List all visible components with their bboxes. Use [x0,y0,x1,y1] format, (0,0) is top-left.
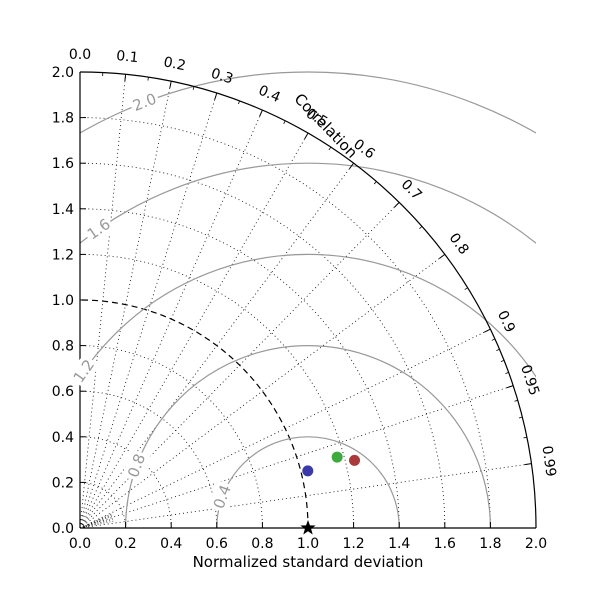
correlation-minor-tick [147,77,149,81]
x-tick-label: 0.4 [160,536,182,552]
data-point [302,465,314,477]
correlation-minor-tick [373,181,377,185]
correlation-grid-line [79,92,218,529]
correlation-tick-label: 0.95 [517,363,542,398]
y-tick-label: 1.0 [52,293,74,309]
y-tick-label: 1.6 [52,156,74,172]
correlation-tick [394,202,400,208]
x-tick-label: 0.0 [69,536,91,552]
y-tick-label: 0.0 [52,521,74,537]
correlation-tick-label: 0.1 [115,48,139,66]
rms-contours [80,71,536,528]
std-grid-arc [79,436,172,529]
y-tick-label: 0.8 [52,339,74,355]
correlation-tick-label: 0.8 [446,230,472,257]
y-tick-label: 1.8 [52,111,74,127]
correlation-minor-tick [496,348,500,351]
grid [79,74,532,529]
correlation-minor-tick [238,100,240,105]
correlation-grid-line [79,132,309,529]
y-tick-label: 0.2 [52,475,74,491]
data-point [349,454,361,466]
correlation-tick-label: 0.99 [538,445,558,478]
correlation-axis-title: Correlation [291,90,361,162]
minor-grid-line [79,513,112,529]
x-tick-label: 1.6 [434,536,456,552]
correlation-minor-tick [505,372,509,374]
rms-contour-label: 1.2 [70,356,98,386]
std-grid-arc [79,208,400,529]
correlation-tick [484,328,491,333]
x-axis-title: Normalized standard deviation [193,553,424,571]
y-tick-label: 0.6 [52,384,74,400]
rms-contour [80,162,536,245]
rms-contour-label: 1.6 [84,215,114,243]
rms-label-bg [208,480,237,514]
std-grid-arc [79,345,263,529]
rms-label-bg [67,353,101,389]
data-points [300,451,361,535]
y-tick-label: 0.4 [52,430,74,446]
correlation-tick [259,109,263,117]
x-tick-label: 0.6 [206,536,228,552]
correlation-tick [524,463,532,466]
x-tick-label: 1.4 [388,536,410,552]
correlation-tick-label: 0.4 [256,82,283,106]
correlation-minor-tick [514,399,518,402]
correlation-minor-tick [523,436,527,439]
minor-grid-line [79,516,113,529]
y-tick-label: 2.0 [52,65,74,81]
x-tick-label: 1.8 [479,536,501,552]
x-tick-label: 0.8 [251,536,273,552]
data-point [331,451,343,463]
x-tick-label: 1.2 [342,536,364,552]
correlation-tick [214,92,218,100]
rms-contour [125,345,491,528]
y-tick-label: 1.2 [52,247,74,263]
minor-grid-line [79,520,114,529]
reference-point-star [300,520,316,535]
rms-label-bg [127,87,162,117]
correlation-tick-label: 0.3 [209,66,235,88]
rms-contour [80,253,536,378]
y-tick-label: 1.4 [52,202,74,218]
minor-grid-line [79,518,113,529]
correlation-minor-tick [491,338,496,341]
x-tick-label: 1.0 [297,536,319,552]
correlation-tick [169,81,172,89]
correlation-tick [506,385,514,389]
x-tick-label: 2.0 [525,536,547,552]
rms-contour [80,71,536,134]
correlation-tick [124,74,127,82]
correlation-tick [304,132,309,140]
std-grid-arc [79,117,491,529]
reference-std-arc [79,299,309,529]
x-tick-label: 0.2 [114,536,136,552]
correlation-minor-tick [419,226,423,229]
correlation-minor-tick [464,287,468,290]
correlation-tick [439,253,446,259]
std-grid-arc [79,482,126,529]
correlation-tick-label: 0.2 [162,54,187,74]
correlation-minor-tick [500,360,505,363]
correlation-tick-label: 0.0 [69,47,91,63]
correlation-minor-tick [518,416,523,419]
correlation-grid-line [79,254,446,529]
correlation-minor-tick [192,86,195,90]
outer-arc [79,71,537,529]
rms-label-bg [81,212,116,246]
correlation-tick [349,162,355,169]
correlation-minor-tick [283,120,286,125]
correlation-minor-tick [328,146,332,151]
rms-label-bg [122,449,151,483]
